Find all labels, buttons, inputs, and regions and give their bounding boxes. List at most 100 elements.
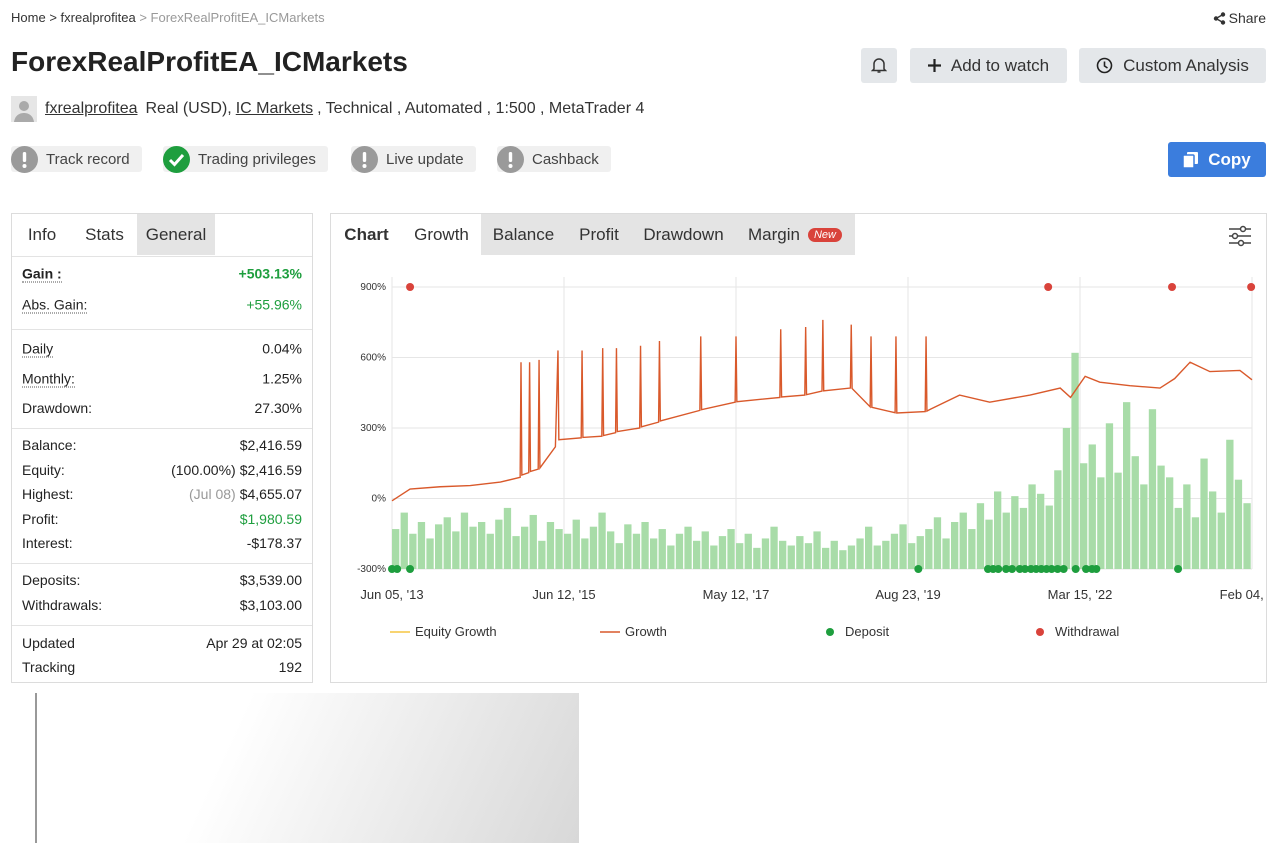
volume-bar [1071, 352, 1079, 569]
chart-tab[interactable]: Drawdown [632, 214, 735, 255]
volume-bar [1114, 472, 1122, 569]
volume-bar [1080, 463, 1088, 569]
stat-row: Tracking 192 [22, 659, 302, 675]
volume-bar [1011, 496, 1019, 569]
icon-dot [22, 163, 27, 168]
share-button[interactable]: Share [1213, 10, 1266, 26]
volume-bar [1088, 444, 1096, 569]
chart-tab[interactable]: Growth [402, 214, 481, 255]
analysis-button[interactable]: Custom Analysis [1079, 48, 1266, 83]
volume-bar [1002, 512, 1010, 569]
stat-value-wrap: -$178.37 [247, 535, 302, 551]
volume-bar [572, 519, 580, 569]
chart-tab[interactable]: Profit [566, 214, 632, 255]
account-details: , Technical , Automated , 1:500 , MetaTr… [317, 100, 645, 117]
breadcrumb: Home > fxrealprofitea > ForexRealProfitE… [11, 10, 325, 25]
new-badge: New [807, 227, 842, 242]
chart-tab: Chart [331, 214, 402, 255]
event-dot [1071, 565, 1080, 573]
copy-button[interactable]: Copy [1168, 142, 1266, 177]
volume-bar [925, 529, 933, 569]
chart: -300% 0% 300% 600% 900% Jun 05, '13 Jun 12, '1… [357, 277, 1266, 639]
y-tick-label: 900% [360, 282, 386, 293]
chart-tab[interactable]: Margin New [735, 214, 855, 255]
stat-label: Equity: [22, 461, 65, 478]
volume-bar [1174, 507, 1182, 569]
growth-line [391, 319, 1253, 502]
volume-bar [581, 538, 589, 569]
crumb[interactable]: fxrealprofitea [60, 10, 136, 25]
badge-icon [163, 145, 190, 173]
stat-label: Deposits: [22, 572, 81, 588]
volume-bar [392, 529, 400, 569]
stat-value: $4,655.07 [239, 486, 302, 502]
separator [12, 329, 312, 330]
watch-button[interactable]: Add to watch [910, 48, 1067, 83]
volume-bar [400, 512, 408, 569]
chart-tab-label: Margin [748, 224, 800, 244]
stats-tab[interactable]: General [137, 214, 215, 255]
y-tick-label: 600% [360, 353, 386, 364]
volume-bar [761, 538, 770, 569]
plus-icon [927, 59, 941, 72]
volume-bar [727, 529, 735, 569]
volume-bar [1148, 409, 1157, 569]
volume-bar [770, 526, 778, 569]
volume-bar [460, 512, 469, 569]
stat-label: Monthly: [22, 370, 75, 387]
stat-row: Abs. Gain: +55.96% [22, 297, 302, 314]
analysis-label: Custom Analysis [1123, 55, 1249, 75]
stats-tab[interactable]: Stats [85, 224, 124, 244]
y-tick-label: 0% [372, 494, 387, 505]
x-tick-label: Aug 23, '19 [875, 587, 940, 602]
stat-row: Profit: $1,980.59 [22, 511, 302, 527]
x-tick-label: Jun 05, '13 [360, 587, 423, 602]
volume-bar [1226, 439, 1234, 569]
volume-bar [822, 547, 830, 569]
volume-bar [1200, 458, 1208, 569]
stat-value-wrap: +55.96% [246, 297, 302, 314]
volume-bar [839, 550, 847, 569]
volume-bar [1157, 465, 1165, 569]
chart-tab[interactable]: Balance [481, 214, 566, 255]
badge: Track record [11, 145, 142, 173]
stats-panel: Info Stats General Gain : +503.13% Abs. Gain:… [11, 213, 313, 683]
chart-tab-label: Profit [579, 224, 619, 244]
volume-bar [899, 524, 907, 569]
volume-bar [1140, 484, 1148, 569]
volume-bar [1054, 470, 1062, 569]
volume-bar [512, 536, 520, 569]
volume-bar [1217, 512, 1225, 569]
stats-tab[interactable]: Info [27, 224, 57, 244]
volume-bar [426, 538, 434, 569]
event-dot [406, 283, 415, 291]
chart-tab-label: Chart [344, 224, 389, 244]
account-line: fxrealprofitea Real (USD), IC Markets , … [11, 96, 644, 122]
x-tick-label: May 12, '17 [703, 587, 770, 602]
volume-bar [1062, 428, 1071, 569]
bell-icon [871, 58, 887, 73]
stat-value-wrap: $3,103.00 [240, 597, 302, 613]
volume-bar [521, 526, 529, 569]
volume-bar [994, 491, 1002, 569]
stat-label: Interest: [22, 535, 73, 551]
crumb[interactable]: Home [11, 10, 46, 25]
event-dot [1044, 283, 1053, 291]
volume-bar [1191, 517, 1200, 569]
stat-row: Equity: (100.00%) $2,416.59 [22, 462, 302, 478]
volume-bar [942, 538, 950, 569]
volume-bar [976, 503, 985, 569]
settings-icon[interactable] [1228, 224, 1252, 248]
icon-dot [508, 163, 513, 168]
volume-bar [693, 540, 701, 569]
stat-value: $1,980.59 [239, 510, 302, 527]
volume-bar [417, 522, 426, 569]
stat-value: 192 [278, 659, 302, 675]
account-user[interactable]: fxrealprofitea [45, 100, 138, 117]
volume-bar [882, 540, 890, 569]
alert-button[interactable] [861, 48, 897, 83]
account-broker[interactable]: IC Markets [235, 100, 314, 117]
event-dot [1002, 565, 1011, 573]
stat-label: Balance: [22, 437, 77, 453]
event-dot [1008, 565, 1017, 573]
